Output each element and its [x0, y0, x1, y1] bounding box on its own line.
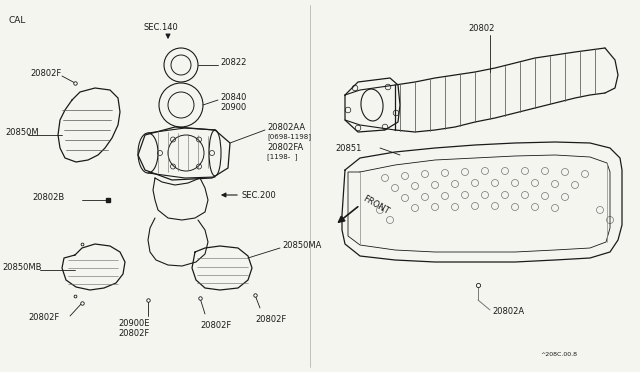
Text: 20822: 20822: [220, 58, 246, 67]
Text: 20802: 20802: [468, 23, 494, 32]
Text: 20802B: 20802B: [32, 192, 64, 202]
Text: CAL: CAL: [8, 16, 26, 25]
Text: [0698-1198]: [0698-1198]: [267, 134, 311, 140]
Text: 20802F: 20802F: [200, 321, 231, 330]
Text: SEC.200: SEC.200: [242, 190, 276, 199]
Text: [1198-  ]: [1198- ]: [267, 154, 298, 160]
Text: 20850M: 20850M: [5, 128, 38, 137]
Text: 20851: 20851: [335, 144, 362, 153]
Text: 20802F: 20802F: [30, 68, 61, 77]
Text: 20900E: 20900E: [118, 320, 150, 328]
Text: SEC.140: SEC.140: [143, 22, 178, 32]
Text: 20802A: 20802A: [492, 308, 524, 317]
Text: 20900: 20900: [220, 103, 246, 112]
Text: 20802F: 20802F: [28, 314, 60, 323]
Text: 20802AA: 20802AA: [267, 122, 305, 131]
Text: 20802FA: 20802FA: [267, 142, 303, 151]
Text: 20850MB: 20850MB: [2, 263, 42, 272]
Text: ^208C.00.8: ^208C.00.8: [540, 353, 577, 357]
Text: FRONT: FRONT: [361, 194, 390, 216]
Text: 20802F: 20802F: [118, 330, 149, 339]
Text: 20840: 20840: [220, 93, 246, 102]
Text: 20850MA: 20850MA: [282, 241, 321, 250]
Text: 20802F: 20802F: [255, 315, 286, 324]
